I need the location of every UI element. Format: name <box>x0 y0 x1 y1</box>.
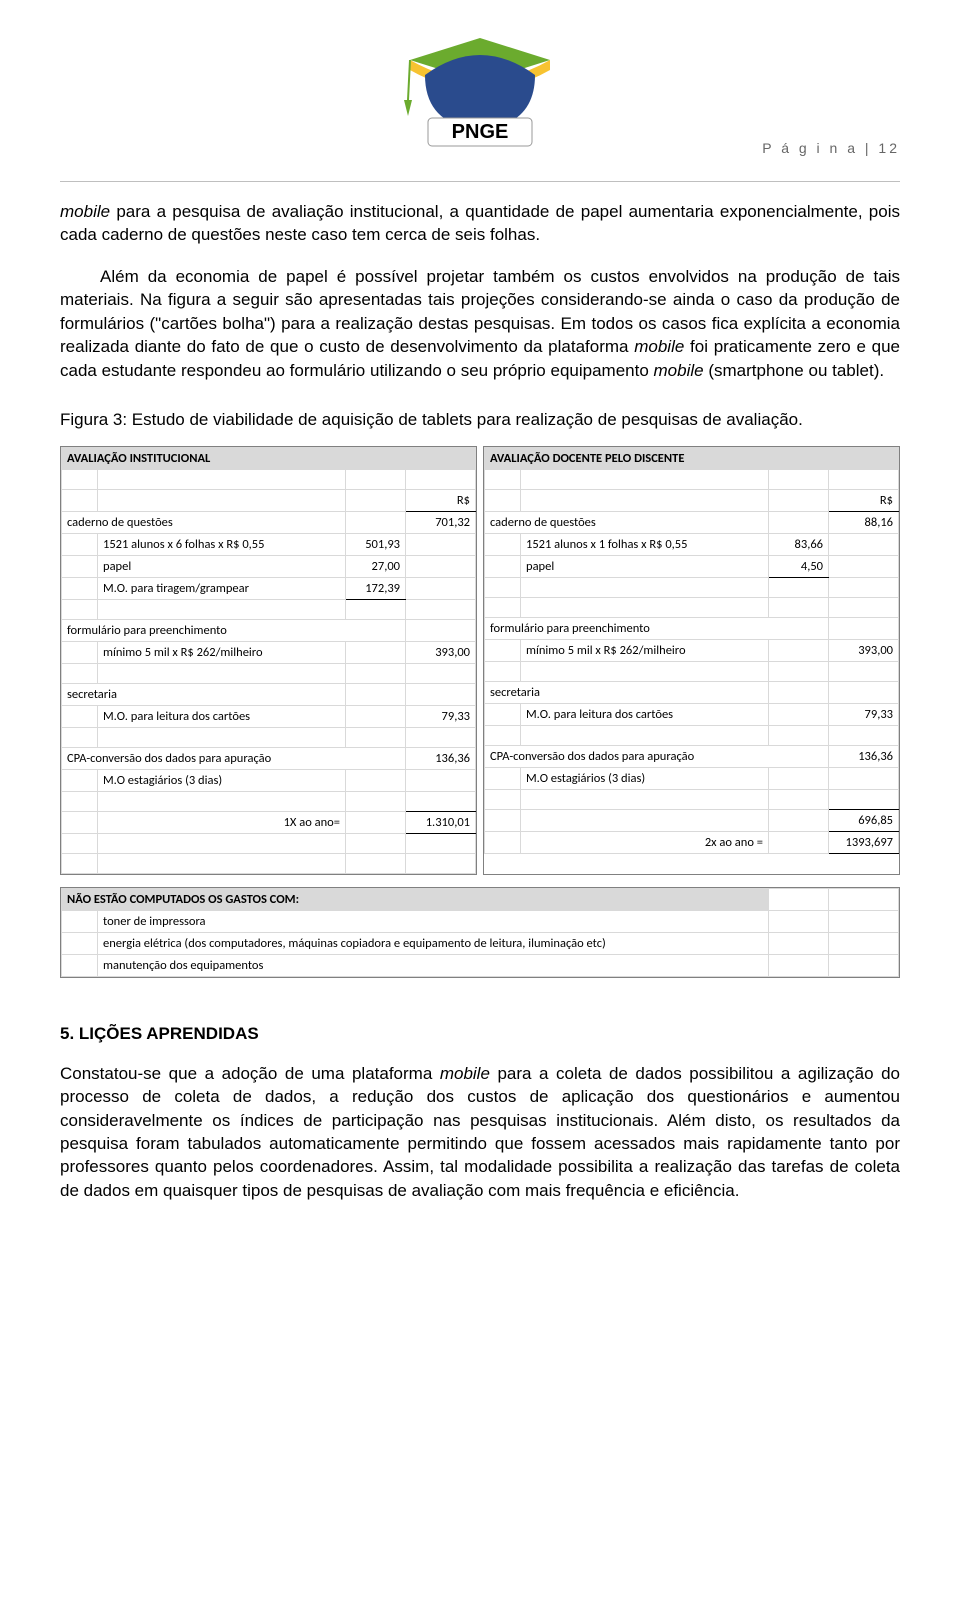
tl-estag: M.O estagiários (3 dias) <box>98 769 346 791</box>
tr-total-val: 1393,697 <box>829 831 899 853</box>
page-header: PNGE P á g i n a | 12 <box>60 30 900 175</box>
tr-form: formulário para preenchimento <box>485 617 829 639</box>
tr-caderno-val: 88,16 <box>829 511 899 533</box>
tl-cpa: CPA-conversão dos dados para apuração <box>62 747 406 769</box>
figure-caption: Figura 3: Estudo de viabilidade de aquis… <box>60 408 900 431</box>
figure-tables: AVALIAÇÃO INSTITUCIONAL R$ caderno de qu… <box>60 446 900 881</box>
section-5-paragraph: Constatou-se que a adoção de uma platafo… <box>60 1062 900 1203</box>
paragraph-2: Além da economia de papel é possível pro… <box>60 265 900 382</box>
tl-moleit-val: 79,33 <box>406 705 476 727</box>
p2d: mobile <box>654 361 704 380</box>
tl-motir-val: 172,39 <box>346 577 406 599</box>
section-5-title: 5. LIÇÕES APRENDIDAS <box>60 1024 900 1044</box>
tl-rs: R$ <box>406 489 476 511</box>
tr-alunos: 1521 alunos x 1 folhas x R$ 0,55 <box>521 533 769 555</box>
table-left-wrap: AVALIAÇÃO INSTITUCIONAL R$ caderno de qu… <box>60 446 477 875</box>
tr-rs: R$ <box>829 489 899 511</box>
tr-total-lbl: 2x ao ano = <box>521 831 769 853</box>
tr-title: AVALIAÇÃO DOCENTE PELO DISCENTE <box>485 447 899 469</box>
tr-alunos-val: 83,66 <box>769 533 829 555</box>
header-rule <box>60 181 900 182</box>
tb-r2: energia elétrica (dos computadores, máqu… <box>98 932 769 954</box>
tl-alunos-val: 501,93 <box>346 533 406 555</box>
tl-min: mínimo 5 mil x R$ 262/milheiro <box>98 641 346 663</box>
tl-min-val: 393,00 <box>406 641 476 663</box>
table-right: AVALIAÇÃO DOCENTE PELO DISCENTE R$ cader… <box>484 447 899 854</box>
table-right-wrap: AVALIAÇÃO DOCENTE PELO DISCENTE R$ cader… <box>483 446 900 875</box>
svg-text:PNGE: PNGE <box>452 121 509 143</box>
tr-papel: papel <box>521 555 769 577</box>
tl-moleit: M.O. para leitura dos cartões <box>98 705 346 727</box>
table-bottom: NÃO ESTÃO COMPUTADOS OS GASTOS COM: tone… <box>61 888 899 977</box>
tl-caderno: caderno de questões <box>62 511 346 533</box>
tr-cpa-val: 136,36 <box>829 745 899 767</box>
tl-form: formulário para preenchimento <box>62 619 406 641</box>
tr-moleit: M.O. para leitura dos cartões <box>521 703 769 725</box>
page-number: P á g i n a | 12 <box>762 140 900 156</box>
tl-papel-val: 27,00 <box>346 555 406 577</box>
tr-cpa: CPA-conversão dos dados para apuração <box>485 745 829 767</box>
table-bottom-wrap: NÃO ESTÃO COMPUTADOS OS GASTOS COM: tone… <box>60 887 900 978</box>
tr-min-val: 393,00 <box>829 639 899 661</box>
pnge-logo: PNGE <box>380 30 580 165</box>
tr-sub-val: 696,85 <box>829 809 899 831</box>
tr-papel-val: 4,50 <box>769 555 829 577</box>
tr-sec: secretaria <box>485 681 769 703</box>
p1-rest: para a pesquisa de avaliação institucion… <box>60 202 900 244</box>
p2e: (smartphone ou tablet). <box>704 361 884 380</box>
tl-motir: M.O. para tiragem/grampear <box>98 577 346 599</box>
tl-sec: secretaria <box>62 683 346 705</box>
table-left: AVALIAÇÃO INSTITUCIONAL R$ caderno de qu… <box>61 447 476 874</box>
tr-moleit-val: 79,33 <box>829 703 899 725</box>
s5a: Constatou-se que a adoção de uma platafo… <box>60 1064 440 1083</box>
tb-r3: manutenção dos equipamentos <box>98 954 769 976</box>
tl-papel: papel <box>98 555 346 577</box>
tl-caderno-val: 701,32 <box>406 511 476 533</box>
text-mobile: mobile <box>60 202 110 221</box>
tl-total-lbl: 1X ao ano= <box>98 811 346 833</box>
tb-title: NÃO ESTÃO COMPUTADOS OS GASTOS COM: <box>62 888 769 910</box>
s5c: para a coleta de dados possibilitou a ag… <box>60 1064 900 1200</box>
tr-min: mínimo 5 mil x R$ 262/milheiro <box>521 639 769 661</box>
tl-cpa-val: 136,36 <box>406 747 476 769</box>
paragraph-1: mobile para a pesquisa de avaliação inst… <box>60 200 900 247</box>
tr-estag: M.O estagiários (3 dias) <box>521 767 769 789</box>
tr-caderno: caderno de questões <box>485 511 769 533</box>
s5b: mobile <box>440 1064 490 1083</box>
p2b: mobile <box>634 337 684 356</box>
tl-alunos: 1521 alunos x 6 folhas x R$ 0,55 <box>98 533 346 555</box>
tl-total-val: 1.310,01 <box>406 811 476 833</box>
tb-r1: toner de impressora <box>98 910 769 932</box>
tl-title: AVALIAÇÃO INSTITUCIONAL <box>62 447 476 469</box>
